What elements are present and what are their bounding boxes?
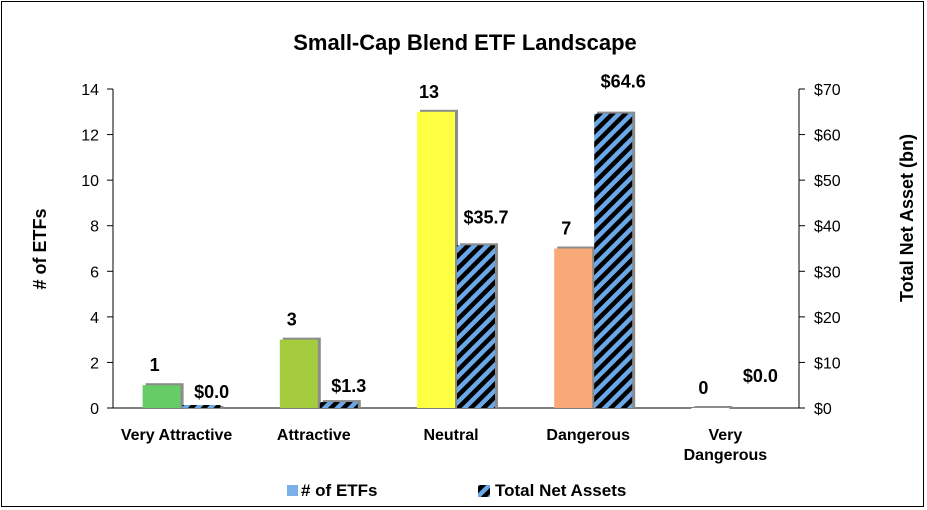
data-label-etfs: 13 [419,82,439,102]
bar-etfs [279,339,318,408]
data-label-assets: $64.6 [601,72,646,92]
left-tick-label: 2 [90,355,99,372]
legend-swatch-etfs [287,485,298,496]
category-label: Very [708,427,742,444]
right-tick-label: $70 [814,82,841,99]
bar-assets [319,402,358,408]
right-tick-label: $30 [814,264,841,281]
left-tick-label: 6 [90,264,99,281]
bar-etfs [554,248,593,408]
left-tick-label: 14 [81,82,99,99]
right-tick-label: $20 [814,310,841,327]
right-tick-label: $60 [814,128,841,145]
data-label-assets: $35.7 [463,207,508,227]
left-tick-label: 0 [90,401,99,418]
data-label-etfs: 1 [150,355,160,375]
bar-shadow-etfs [694,406,733,408]
data-label-assets: $0.0 [194,382,229,402]
data-label-assets: $1.3 [331,376,366,396]
left-tick-label: 4 [90,310,99,327]
bar-etfs [142,385,181,408]
right-tick-label: $50 [814,173,841,190]
left-tick-label: 12 [81,128,99,145]
legend-swatch-assets [478,485,490,497]
chart-title: Small-Cap Blend ETF Landscape [293,30,637,55]
legend-label-assets: Total Net Assets [495,481,626,500]
legend-label-etfs: # of ETFs [301,481,378,500]
y-left-axis-title: # of ETFs [30,208,50,289]
bar-etfs [691,408,730,409]
bar-assets [182,405,221,408]
left-tick-label: 10 [81,173,99,190]
category-label: Attractive [277,427,351,444]
right-tick-label: $10 [814,355,841,372]
category-label: Very Attractive [121,427,233,444]
category-label: Dangerous [546,427,630,444]
data-label-etfs: 0 [698,378,708,398]
category-label: Neutral [423,427,478,444]
bar-etfs [417,111,455,409]
data-label-etfs: 3 [287,310,297,330]
data-label-assets: $0.0 [743,366,778,386]
y-right-axis-title: Total Net Asset (bn) [897,134,917,302]
right-tick-label: $0 [814,401,832,418]
left-tick-label: 8 [90,219,99,236]
legend: # of ETFs Total Net Assets [287,481,626,500]
right-tick-label: $40 [814,219,841,236]
bar-assets [594,113,633,408]
category-label: Dangerous [684,447,768,464]
bar-assets [457,245,495,408]
data-label-etfs: 7 [561,219,571,239]
